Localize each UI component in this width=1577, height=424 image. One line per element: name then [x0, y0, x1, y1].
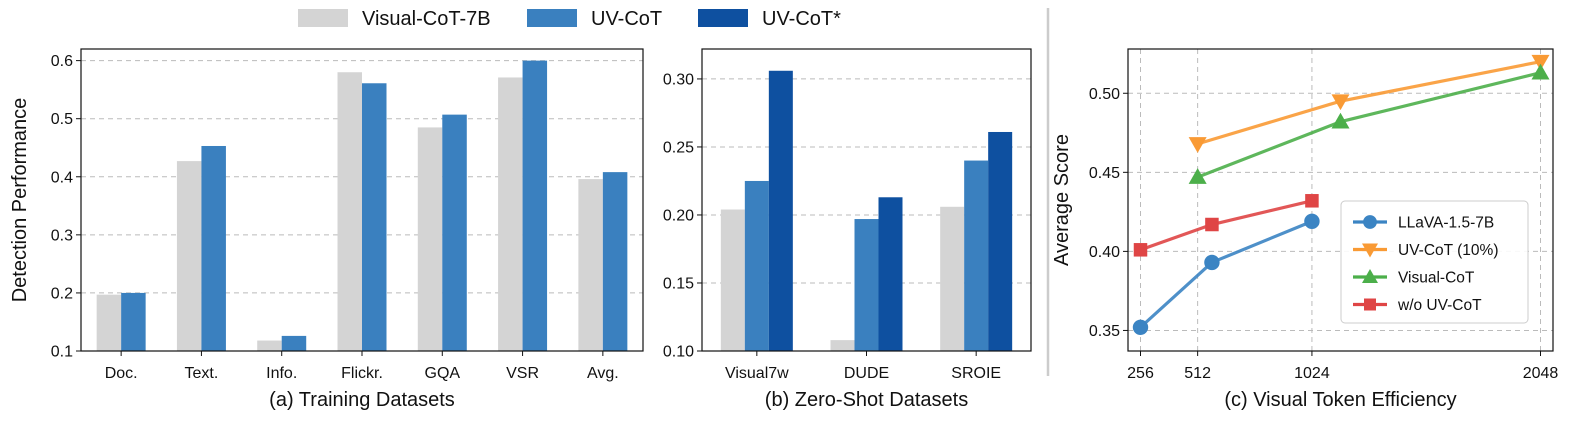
bar-visual-cot-7b-text — [176, 161, 202, 351]
y-tick-label: 0.20 — [663, 207, 694, 224]
y-tick-label: 0.6 — [51, 53, 73, 70]
x-tick-label-2048: 2048 — [1523, 365, 1559, 382]
line-w-o-uv-cot — [1139, 199, 1313, 252]
y-tick-label: 0.2 — [51, 285, 73, 302]
bar-visual-cot-7b-dude — [830, 340, 855, 351]
y-tick-label: 0.4 — [51, 169, 73, 186]
y-tick-label: 0.35 — [1089, 323, 1120, 340]
plot-frame — [1127, 48, 1554, 352]
bar-uv-cot-dude — [878, 197, 903, 351]
bar-uv-cot-avg — [602, 172, 628, 351]
bar-uv-cot-visual7w — [768, 70, 793, 352]
legend-swatch-uv-cot — [527, 9, 577, 27]
chart-c-token-efficiency: 0.35 0.40 0.45 0.50 256 512 1024 2048 (c) Visual… — [1051, 48, 1559, 411]
y-axis-label: Average Score — [1051, 134, 1073, 266]
y-tick-label: 0.15 — [663, 275, 694, 292]
y-tick-label: 0.40 — [1089, 244, 1120, 261]
point-llava-1-5-7b-2 — [1304, 213, 1320, 230]
y-tick-label: 0.50 — [1089, 86, 1120, 103]
y-tick-label: 0.10 — [663, 344, 694, 361]
legend-label-w-o-uv-cot: w/o UV-CoT — [1397, 297, 1482, 314]
point-visual-cot-2 — [1531, 63, 1550, 80]
legend-marker-w-o-uv-cot — [1364, 298, 1376, 311]
legend-marker-visual-cot — [1362, 269, 1378, 283]
legend-marker-uv-cot-10 — [1362, 243, 1378, 258]
bar-visual-cot-7b-sroie — [940, 206, 965, 351]
point-llava-1-5-7b-1 — [1204, 254, 1220, 271]
bar-visual-cot-7b-gqa — [417, 127, 443, 352]
point-w-o-uv-cot-2 — [1305, 194, 1319, 208]
legend-label-visual-cot-7b: Visual-CoT-7B — [362, 8, 491, 30]
x-tick-label-info: Info. — [266, 365, 297, 382]
legend-label-uv-cot-10: UV-CoT (10%) — [1398, 242, 1499, 259]
x-tick-label-512: 512 — [1184, 365, 1211, 382]
bar-uv-cot-visual7w — [744, 180, 769, 351]
bar-visual-cot-7b-avg — [578, 179, 603, 351]
bar-visual-cot-7b-vsr — [498, 77, 523, 351]
bar-visual-cot-7b-info — [257, 340, 282, 351]
bar-uv-cot-vsr — [522, 60, 548, 351]
bar-visual-cot-7b-flickr — [337, 72, 362, 351]
plot-frame — [80, 48, 644, 352]
y-tick-label: 0.30 — [663, 71, 694, 88]
bar-uv-cot-info — [281, 335, 307, 351]
top-legend: Visual-CoT-7B UV-CoT UV-CoT* — [298, 8, 841, 30]
legend-swatch-uv-cot-star — [698, 9, 748, 27]
point-uv-cot-10-0 — [1188, 137, 1207, 153]
line-llava-1-5-7b — [1139, 219, 1313, 329]
x-tick-label-1024: 1024 — [1294, 365, 1330, 382]
chart-a-training: 0.1 0.2 0.3 0.4 0.5 0.6 Doc. Text. Info. Flickr. G… — [9, 48, 644, 411]
line-visual-cot — [1197, 71, 1541, 179]
legend-marker-llava-1-5-7b — [1363, 215, 1377, 229]
y-axis-label: Detection Performance — [9, 98, 31, 303]
legend-label-llava-1-5-7b: LLaVA-1.5-7B — [1398, 215, 1494, 232]
bar-uv-cot-dude — [854, 219, 879, 351]
point-llava-1-5-7b-0 — [1132, 319, 1149, 335]
legend-label-uv-cot: UV-CoT — [591, 8, 662, 30]
x-axis-label: (a) Training Datasets — [269, 389, 455, 411]
y-tick-label: 0.5 — [51, 111, 73, 128]
x-tick-label-doc: Doc. — [105, 365, 138, 382]
line-uv-cot-10 — [1197, 60, 1541, 146]
bar-uv-cot-flickr — [362, 83, 387, 351]
bar-uv-cot-sroie — [964, 160, 989, 351]
x-axis-label: (b) Zero-Shot Datasets — [765, 389, 968, 411]
bar-uv-cot-text — [201, 145, 226, 351]
y-tick-label: 0.1 — [51, 344, 73, 361]
legend-label-visual-cot: Visual-CoT — [1398, 270, 1475, 287]
x-tick-label-256: 256 — [1127, 365, 1154, 382]
bar-uv-cot-doc — [121, 292, 146, 351]
point-visual-cot-0 — [1188, 168, 1207, 184]
legend-box — [1340, 200, 1529, 324]
point-uv-cot-10-2 — [1531, 54, 1550, 71]
y-tick-label: 0.45 — [1089, 165, 1120, 182]
x-tick-label-visual7w: Visual7w — [725, 365, 789, 382]
plot-frame — [701, 48, 1032, 352]
bar-visual-cot-7b-doc — [96, 294, 122, 351]
bar-visual-cot-7b-visual7w — [720, 209, 745, 351]
x-axis-label: (c) Visual Token Efficiency — [1224, 389, 1456, 411]
x-tick-label-avg: Avg. — [587, 365, 619, 382]
bar-uv-cot-gqa — [442, 114, 467, 351]
x-tick-label-sroie: SROIE — [951, 365, 1001, 382]
x-tick-label-text: Text. — [185, 365, 219, 382]
bar-uv-cot-sroie — [988, 131, 1013, 351]
legend-swatch-visual-cot-7b — [298, 9, 348, 27]
x-tick-label-flickr: Flickr. — [341, 365, 383, 382]
x-tick-label-dude: DUDE — [844, 365, 889, 382]
point-w-o-uv-cot-1 — [1205, 217, 1219, 232]
y-tick-label: 0.25 — [663, 139, 694, 156]
point-uv-cot-10-1 — [1331, 94, 1350, 111]
y-tick-label: 0.3 — [51, 227, 73, 244]
chart-b-zero-shot: 0.10 0.15 0.20 0.25 0.30 Visual7w DUDE SROIE (b)… — [663, 48, 1032, 411]
x-tick-label-vsr: VSR — [506, 365, 539, 382]
legend-label-uv-cot-star: UV-CoT* — [762, 8, 841, 30]
point-w-o-uv-cot-0 — [1133, 243, 1148, 257]
point-visual-cot-1 — [1331, 112, 1350, 129]
x-tick-label-gqa: GQA — [425, 365, 461, 382]
